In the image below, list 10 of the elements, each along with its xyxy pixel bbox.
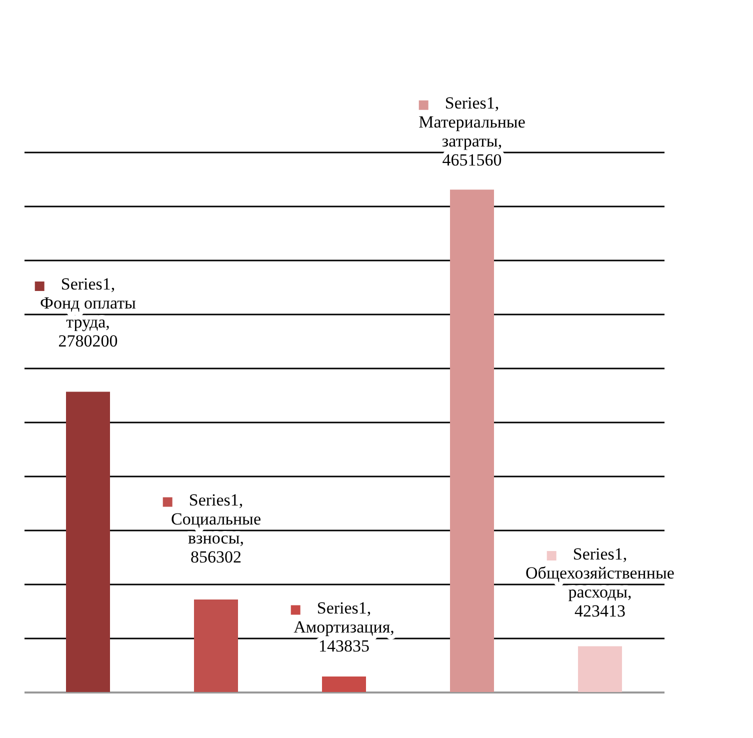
bar xyxy=(322,676,366,692)
data-label: Series1, Амортизация, 143835 xyxy=(294,598,394,656)
data-label: Series1, Социальные взносы, 856302 xyxy=(170,490,262,567)
bar xyxy=(578,646,622,692)
data-label: Series1, Материальные затраты, 4651560 xyxy=(418,94,526,170)
data-label: Series1, Фонд оплаты труда, 2780200 xyxy=(40,274,137,351)
bar xyxy=(194,600,238,692)
data-label: Series1, Общехозяйственные расходы, 423413 xyxy=(526,544,674,620)
bar xyxy=(66,392,110,692)
bar xyxy=(450,190,494,692)
